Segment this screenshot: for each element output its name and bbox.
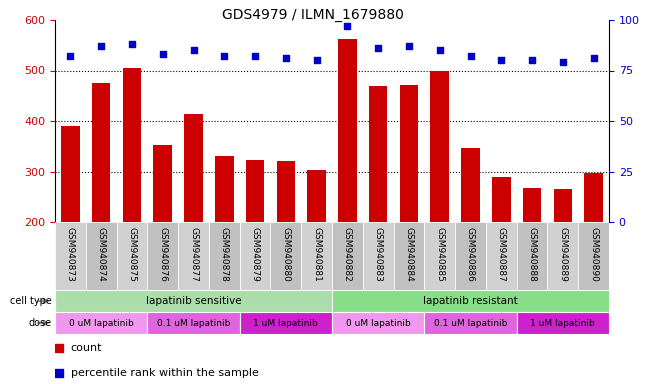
Text: GSM940878: GSM940878 [220,227,229,282]
Text: GSM940887: GSM940887 [497,227,506,282]
Point [65,53,76,60]
Text: GSM940890: GSM940890 [589,227,598,282]
Text: percentile rank within the sample: percentile rank within the sample [70,368,258,378]
Bar [517,222,547,290]
Bar [92,83,111,222]
Bar [400,84,418,222]
Point [373,45,383,51]
Bar [246,160,264,222]
Text: GSM940877: GSM940877 [189,227,198,282]
Bar [178,222,209,290]
Text: GSM940885: GSM940885 [436,227,444,282]
Text: lapatinib sensitive: lapatinib sensitive [146,296,242,306]
Point [281,55,291,61]
Bar [585,172,603,222]
Bar [55,290,332,312]
Bar [209,222,240,290]
Text: GDS4979 / ILMN_1679880: GDS4979 / ILMN_1679880 [221,8,404,22]
Text: 0.1 uM lapatinib: 0.1 uM lapatinib [157,318,230,328]
Text: GSM940875: GSM940875 [128,227,137,282]
Point [404,43,414,49]
Text: lapatinib resistant: lapatinib resistant [423,296,518,306]
Bar [277,161,295,222]
Point [158,51,168,58]
Point [311,57,322,63]
Bar [430,71,449,222]
Bar [270,222,301,290]
Bar [332,312,424,334]
Text: GSM940882: GSM940882 [343,227,352,282]
Text: cell type: cell type [10,296,51,306]
Point [496,57,506,63]
Bar [55,312,147,334]
Bar [61,126,79,222]
Bar [147,222,178,290]
Point [465,53,476,60]
Point [250,53,260,60]
Bar [184,114,202,222]
Point [342,23,353,29]
Bar [553,189,572,222]
Bar [240,312,332,334]
Point [53,370,64,376]
Text: count: count [70,343,102,353]
Point [434,47,445,53]
Bar [332,222,363,290]
Bar [86,222,117,290]
Bar [492,177,510,222]
Bar [117,222,147,290]
Bar [455,222,486,290]
Bar [301,222,332,290]
Bar [547,222,578,290]
Bar [55,222,86,290]
Text: 0.1 uM lapatinib: 0.1 uM lapatinib [434,318,507,328]
Point [527,57,537,63]
Bar [307,170,326,222]
Text: GSM940879: GSM940879 [251,227,260,282]
Bar [523,188,541,222]
Point [558,60,568,66]
Bar [154,145,172,222]
Point [589,55,599,61]
Text: GSM940876: GSM940876 [158,227,167,282]
Bar [424,222,455,290]
Text: GSM940873: GSM940873 [66,227,75,282]
Bar [332,290,609,312]
Text: GSM940884: GSM940884 [404,227,413,282]
Point [219,53,230,60]
Bar [462,148,480,222]
Bar [369,86,387,222]
Point [127,41,137,47]
Bar [147,312,240,334]
Text: GSM940886: GSM940886 [466,227,475,282]
Text: GSM940883: GSM940883 [374,227,383,282]
Text: GSM940888: GSM940888 [527,227,536,282]
Point [188,47,199,53]
Text: GSM940874: GSM940874 [96,227,105,282]
Bar [338,39,357,222]
Point [96,43,106,49]
Point [53,345,64,351]
Bar [215,156,234,222]
Bar [578,222,609,290]
Text: 0 uM lapatinib: 0 uM lapatinib [346,318,411,328]
Text: GSM940889: GSM940889 [559,227,567,282]
Bar [394,222,424,290]
Text: 1 uM lapatinib: 1 uM lapatinib [531,318,595,328]
Bar [240,222,270,290]
Bar [486,222,517,290]
Text: GSM940881: GSM940881 [312,227,321,282]
Bar [363,222,394,290]
Bar [122,68,141,222]
Text: 1 uM lapatinib: 1 uM lapatinib [253,318,318,328]
Bar [424,312,517,334]
Text: GSM940880: GSM940880 [281,227,290,282]
Text: dose: dose [29,318,51,328]
Text: 0 uM lapatinib: 0 uM lapatinib [69,318,133,328]
Bar [517,312,609,334]
